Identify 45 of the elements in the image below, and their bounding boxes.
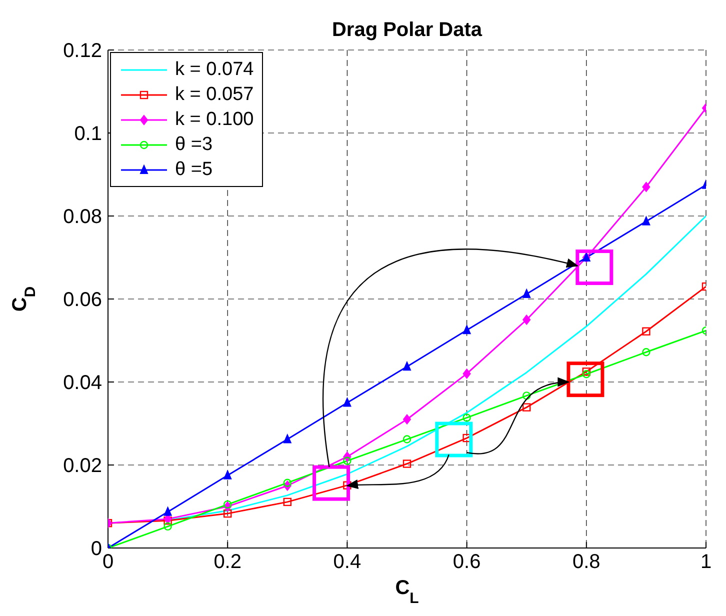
legend-label: θ =3 [175, 134, 213, 156]
legend-label: k = 0.100 [175, 108, 254, 130]
point [403, 362, 411, 371]
point [343, 398, 352, 407]
y-tick-label: 0.12 [63, 40, 102, 62]
point [642, 216, 650, 226]
point [522, 314, 531, 325]
point [402, 460, 412, 468]
y-tick-label: 0.06 [63, 289, 102, 312]
x-tick-label: 1 [700, 551, 712, 574]
legend-label: k = 0.074 [175, 58, 254, 80]
point [164, 522, 172, 531]
point [224, 500, 232, 509]
point [582, 370, 590, 378]
legend-label: k = 0.057 [175, 84, 254, 106]
point [462, 368, 471, 379]
point [283, 434, 292, 444]
x-axis-title: C$_{L}$ [395, 577, 419, 606]
x-tick-label: 0.4 [333, 551, 362, 574]
point [164, 506, 172, 516]
x-tick-label: 0.2 [214, 551, 242, 574]
point [403, 414, 411, 424]
legend-label: θ =5 [175, 158, 213, 180]
point [402, 435, 412, 444]
point [462, 414, 471, 422]
point [343, 456, 352, 465]
point [522, 392, 531, 400]
point [283, 478, 292, 487]
point [224, 509, 232, 518]
x-tick-label: 0.6 [452, 551, 481, 574]
y-tick-label: 0.04 [63, 372, 102, 394]
y-tick-label: 0.08 [63, 206, 102, 228]
point [582, 368, 590, 376]
y-tick-label: 0.1 [74, 123, 102, 146]
point [522, 289, 531, 298]
y-tick-label: 0.02 [63, 455, 102, 478]
point [283, 498, 292, 506]
chart-title: Drag Polar Data [332, 19, 483, 41]
point [642, 182, 650, 192]
point [642, 327, 650, 336]
point [522, 403, 531, 412]
x-tick-label: 0.8 [572, 551, 600, 574]
point [462, 325, 471, 334]
point [642, 348, 650, 356]
point [224, 470, 232, 480]
